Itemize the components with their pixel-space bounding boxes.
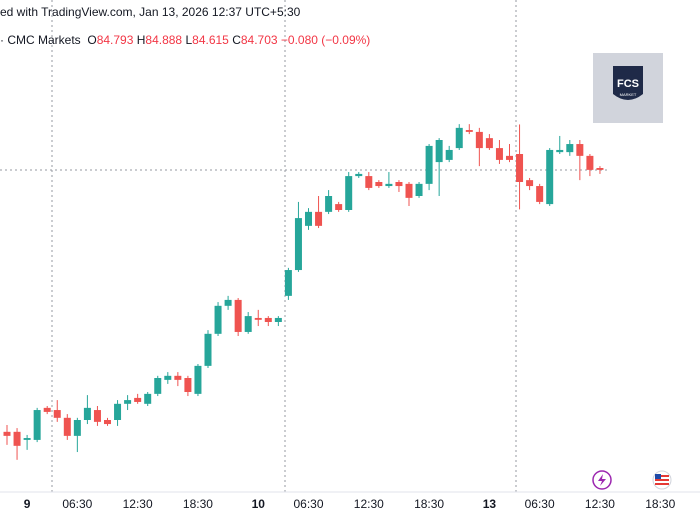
candle-body <box>234 299 242 332</box>
candle-body <box>184 378 192 392</box>
x-tick-label: 10 <box>252 497 266 511</box>
candle-body <box>305 211 312 226</box>
candle-body <box>194 365 202 394</box>
candle-body <box>495 148 503 160</box>
event-icon-bolt <box>598 474 606 486</box>
candle-body <box>455 127 463 149</box>
candle-body <box>536 186 544 202</box>
candle-body <box>586 155 594 170</box>
change: −0.080 (−0.09%) <box>280 33 371 47</box>
flag-stripe <box>655 479 669 481</box>
candle-body <box>365 176 373 188</box>
candle-body <box>435 140 443 163</box>
candle-body <box>596 168 604 170</box>
candle-body <box>204 333 212 366</box>
candle-body <box>83 407 91 420</box>
candle-body <box>425 145 433 184</box>
candle-body <box>53 410 61 418</box>
candle-body <box>73 420 81 436</box>
candle-body <box>43 407 51 412</box>
candle-body <box>315 211 323 226</box>
x-tick-label: 06:30 <box>525 497 555 511</box>
legend-line: · CMC Markets O84.793 H84.888 L84.615 C8… <box>0 33 370 47</box>
x-tick-label: 18:30 <box>645 497 675 511</box>
candle-body <box>33 410 41 440</box>
candle-body <box>274 317 282 322</box>
x-tick-label: 18:30 <box>183 497 213 511</box>
candle-body <box>485 138 493 149</box>
candle-body <box>134 397 142 402</box>
x-tick-label: 12:30 <box>123 497 153 511</box>
candle-body <box>415 183 423 196</box>
ohlc-label: C <box>232 33 241 47</box>
candle-body <box>174 375 182 380</box>
candle-body <box>506 155 513 160</box>
candle-body <box>385 183 393 187</box>
x-tick-label: 06:30 <box>293 497 323 511</box>
candle-body <box>546 149 554 205</box>
source-line: ed with TradingView.com, Jan 13, 2026 12… <box>0 5 301 19</box>
candle-body <box>284 270 292 296</box>
x-tick-label: 12:30 <box>354 497 384 511</box>
ohlc-label: L <box>185 33 193 47</box>
candle-body <box>445 149 453 160</box>
symbol: · CMC Markets <box>0 33 81 47</box>
candle-body <box>244 316 252 332</box>
candle-body <box>335 204 343 210</box>
candle-body <box>164 375 172 380</box>
plot: 9 06:30 12:30 18:30 10 06:30 12:30 18:30 13 06:30… <box>3 124 676 511</box>
candle-body <box>254 317 262 320</box>
logo-subtitle: MARKET <box>620 92 637 97</box>
candle-body <box>63 417 71 436</box>
candle-body <box>3 431 11 436</box>
candle-body <box>224 299 232 306</box>
candle-body <box>264 317 272 322</box>
candle-body <box>93 410 101 422</box>
flag-canton <box>655 474 661 479</box>
ohlc-value: 84.888 <box>145 33 183 47</box>
x-tick-label: 06:30 <box>62 497 92 511</box>
candle-body <box>345 176 353 210</box>
candle-body <box>23 438 31 440</box>
ohlc-value: 84.615 <box>192 33 229 47</box>
candle-body <box>114 403 122 420</box>
candle-body <box>395 182 403 187</box>
ohlc-label: H <box>136 33 146 47</box>
candle-body <box>325 196 333 212</box>
candle-body <box>576 144 584 156</box>
logo-shield <box>613 66 643 100</box>
candle-body <box>556 149 564 153</box>
candle-body <box>214 305 222 334</box>
candle-body <box>566 144 574 153</box>
candle-body <box>154 378 162 394</box>
x-tick-label: 12:30 <box>585 497 615 511</box>
ohlc-value: 84.703 <box>240 33 278 47</box>
ohlc-label: O <box>87 33 97 47</box>
candle-body <box>144 393 152 404</box>
x-tick-label: 9 <box>24 497 31 511</box>
candle-body <box>516 154 524 182</box>
candle-body <box>124 400 132 404</box>
candle-body <box>475 131 483 149</box>
x-tick-label: 18:30 <box>414 497 444 511</box>
candle-body <box>13 431 21 446</box>
x-tick-label: 13 <box>483 497 497 511</box>
candle-body <box>465 130 473 132</box>
ohlc-value: 84.793 <box>96 33 134 47</box>
candle-body <box>375 182 383 187</box>
candle-body <box>405 183 413 198</box>
candle-body <box>294 218 302 271</box>
flag-stripe <box>655 475 669 477</box>
logo-title: FCS <box>617 78 639 90</box>
candle-body <box>355 173 363 177</box>
candle-body <box>104 420 111 425</box>
candle-body <box>526 180 534 187</box>
flag-stripe <box>655 483 669 485</box>
